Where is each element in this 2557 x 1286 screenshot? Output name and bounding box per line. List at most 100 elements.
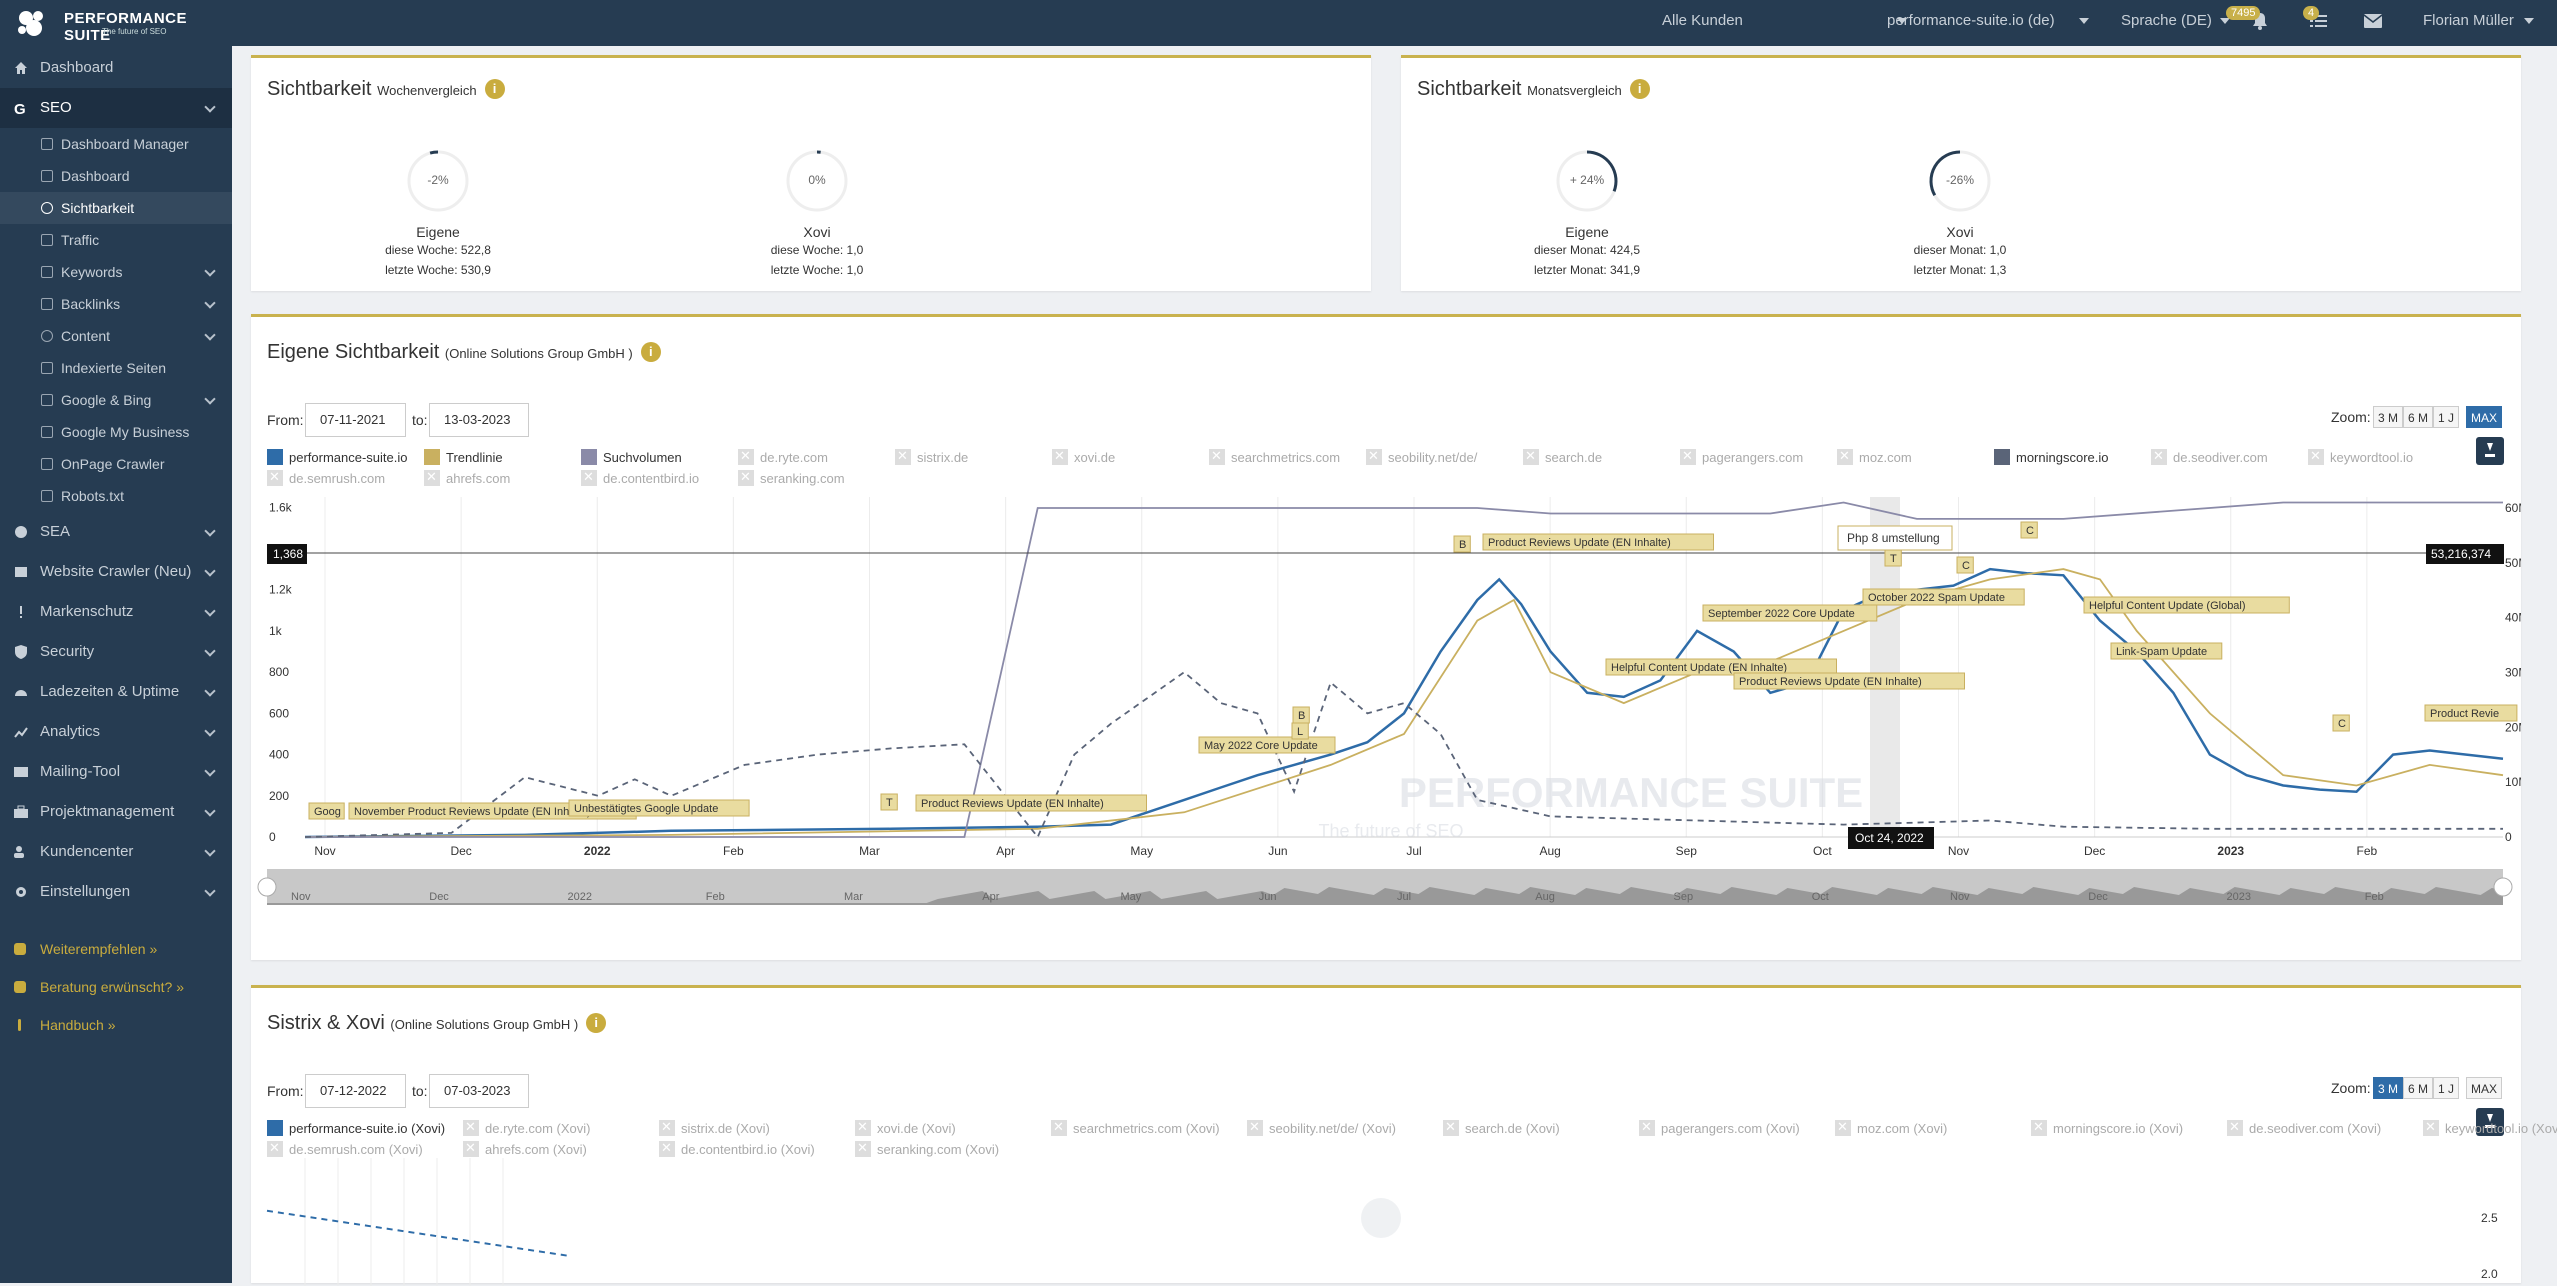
customer-select[interactable]: Alle Kunden xyxy=(1662,12,1908,29)
from-date-input[interactable]: 07-12-2022 xyxy=(305,1074,406,1108)
sidebar-sub-google-my-business[interactable]: Google My Business xyxy=(0,416,232,448)
sidebar-link-weiterempfehlen[interactable]: Weiterempfehlen » xyxy=(0,930,232,968)
legend-item[interactable]: ahrefs.com xyxy=(424,469,510,486)
legend-item[interactable]: search.de (Xovi) xyxy=(1443,1119,1560,1136)
zoom-6m-button[interactable]: 6 M xyxy=(2403,406,2434,428)
zoom-1j-button[interactable]: 1 J xyxy=(2433,1077,2460,1099)
legend-item[interactable]: xovi.de (Xovi) xyxy=(855,1119,956,1136)
zoom-max-button[interactable]: MAX xyxy=(2466,406,2503,428)
zoom-3m-button[interactable]: 3 M xyxy=(2373,1077,2404,1099)
sidebar-item-label: Einstellungen xyxy=(40,883,131,900)
sidebar-item-seo[interactable]: G SEO xyxy=(0,88,232,128)
annotation-label: L xyxy=(1297,726,1303,738)
sistrix-xovi-chart[interactable]: 2.5 2.0 xyxy=(251,1158,2521,1286)
download-icon[interactable] xyxy=(2476,1108,2504,1136)
visibility-chart[interactable]: Nov Dec 2022 Feb Mar Apr May Jun Jul Aug Sep Oct Nov… xyxy=(251,487,2521,927)
legend-item[interactable]: de.seodiver.com (Xovi) xyxy=(2227,1119,2381,1136)
legend-label: de.contentbird.io (Xovi) xyxy=(681,1142,815,1157)
legend-item[interactable]: sistrix.de xyxy=(895,448,968,465)
legend-item[interactable]: search.de xyxy=(1523,448,1602,465)
legend-item[interactable]: pagerangers.com (Xovi) xyxy=(1639,1119,1800,1136)
to-date-input[interactable]: 07-03-2023 xyxy=(429,1074,529,1108)
app-logo[interactable]: PERFORMANCE SUITE The future of SEO xyxy=(16,6,226,44)
legend-item[interactable]: searchmetrics.com xyxy=(1209,448,1340,465)
sidebar-sub-keywords[interactable]: Keywords xyxy=(0,256,232,288)
y-left-tick-label: 1.6k xyxy=(269,500,293,514)
legend-item[interactable]: moz.com (Xovi) xyxy=(1835,1119,1947,1136)
legend-item[interactable]: pagerangers.com xyxy=(1680,448,1803,465)
sidebar-item-website-crawler[interactable]: Website Crawler (Neu) xyxy=(0,552,232,592)
zoom-max-button[interactable]: MAX xyxy=(2466,1077,2503,1099)
x-tick-label: Feb xyxy=(2357,844,2378,858)
legend-item[interactable]: de.semrush.com xyxy=(267,469,385,486)
sidebar-sub-content[interactable]: Content xyxy=(0,320,232,352)
legend-item[interactable]: keywordtool.io (Xovi) xyxy=(2423,1119,2557,1136)
navigator-handle-left xyxy=(257,877,277,897)
sidebar-sub-dashboard-manager[interactable]: Dashboard Manager xyxy=(0,128,232,160)
sidebar-item-kundencenter[interactable]: Kundencenter xyxy=(0,832,232,872)
info-icon[interactable]: i xyxy=(640,342,661,362)
legend-item[interactable]: de.seodiver.com xyxy=(2151,448,2268,465)
legend-item[interactable]: seobility.net/de/ (Xovi) xyxy=(1247,1119,1396,1136)
sidebar-item-einstellungen[interactable]: Einstellungen xyxy=(0,872,232,912)
zoom-1j-button[interactable]: 1 J xyxy=(2433,406,2460,428)
legend-item[interactable]: Trendlinie xyxy=(424,449,503,465)
sidebar-item-markenschutz[interactable]: Markenschutz xyxy=(0,592,232,632)
user-menu[interactable]: Florian Müller xyxy=(2423,12,2535,29)
legend-item[interactable]: morningscore.io xyxy=(1994,449,2109,465)
legend-item[interactable]: de.ryte.com (Xovi) xyxy=(463,1119,590,1136)
eye-icon xyxy=(41,202,53,214)
legend-item[interactable]: de.semrush.com (Xovi) xyxy=(267,1140,423,1157)
legend-item[interactable]: ahrefs.com (Xovi) xyxy=(463,1140,587,1157)
sidebar-sub-onpage-crawler[interactable]: OnPage Crawler xyxy=(0,448,232,480)
legend-item[interactable]: xovi.de xyxy=(1052,448,1115,465)
legend-item[interactable]: de.ryte.com xyxy=(738,448,828,465)
zoom-6m-button[interactable]: 6 M xyxy=(2403,1077,2434,1099)
sidebar-item-mailing-tool[interactable]: Mailing-Tool xyxy=(0,752,232,792)
sidebar-item-security[interactable]: Security xyxy=(0,632,232,672)
legend-item[interactable]: Suchvolumen xyxy=(581,449,682,465)
from-date-input[interactable]: 07-11-2021 xyxy=(305,403,406,437)
sidebar-item-projektmanagement[interactable]: Projektmanagement xyxy=(0,792,232,832)
legend-item[interactable]: seranking.com (Xovi) xyxy=(855,1140,999,1157)
language-select[interactable]: Sprache (DE) xyxy=(2121,12,2231,29)
sidebar-sub-robots-txt[interactable]: Robots.txt xyxy=(0,480,232,512)
zoom-3m-button[interactable]: 3 M xyxy=(2373,406,2404,428)
mail-icon[interactable] xyxy=(2364,14,2382,28)
domain-select[interactable]: performance-suite.io (de) xyxy=(1887,12,2089,29)
sidebar-item-sea[interactable]: SEA xyxy=(0,512,232,552)
sidebar-link-beratung[interactable]: Beratung erwünscht? » xyxy=(0,968,232,1006)
legend-item[interactable]: seranking.com xyxy=(738,469,845,486)
sidebar-sub-google-bing[interactable]: Google & Bing xyxy=(0,384,232,416)
sidebar: Dashboard G SEO Dashboard Manager Dashbo… xyxy=(0,46,232,1283)
legend-item[interactable]: morningscore.io (Xovi) xyxy=(2031,1119,2183,1136)
legend-item[interactable]: seobility.net/de/ xyxy=(1366,448,1477,465)
sidebar-sub-label: Google My Business xyxy=(61,424,190,440)
sidebar-sub-traffic[interactable]: Traffic xyxy=(0,224,232,256)
to-date-input[interactable]: 13-03-2023 xyxy=(429,403,529,437)
info-icon[interactable]: i xyxy=(1629,79,1650,99)
legend-item[interactable]: searchmetrics.com (Xovi) xyxy=(1051,1119,1220,1136)
x-tick-label: Nov xyxy=(314,844,335,858)
legend-item[interactable]: de.contentbird.io (Xovi) xyxy=(659,1140,815,1157)
legend-item[interactable]: performance-suite.io xyxy=(267,449,408,465)
notification-badge: 7495 xyxy=(2226,6,2261,20)
sidebar-sub-indexierte-seiten[interactable]: Indexierte Seiten xyxy=(0,352,232,384)
legend-item[interactable]: performance-suite.io (Xovi) xyxy=(267,1120,445,1136)
sidebar-sub-backlinks[interactable]: Backlinks xyxy=(0,288,232,320)
info-icon[interactable]: i xyxy=(484,79,505,99)
legend-item[interactable]: sistrix.de (Xovi) xyxy=(659,1119,770,1136)
sidebar-sub-dashboard[interactable]: Dashboard xyxy=(0,160,232,192)
annotation-flag: T xyxy=(1884,549,1902,567)
legend-item[interactable]: de.contentbird.io xyxy=(581,469,699,486)
legend-item[interactable]: moz.com xyxy=(1837,448,1912,465)
info-icon[interactable]: i xyxy=(586,1013,607,1033)
sidebar-item-label: Website Crawler (Neu) xyxy=(40,563,192,580)
download-icon[interactable] xyxy=(2476,437,2504,465)
legend-item[interactable]: keywordtool.io xyxy=(2308,448,2413,465)
sidebar-item-ladezeiten[interactable]: Ladezeiten & Uptime xyxy=(0,672,232,712)
sidebar-sub-sichtbarkeit[interactable]: Sichtbarkeit xyxy=(0,192,232,224)
sidebar-item-analytics[interactable]: Analytics xyxy=(0,712,232,752)
sidebar-item-dashboard[interactable]: Dashboard xyxy=(0,48,232,88)
sidebar-link-handbuch[interactable]: Handbuch » xyxy=(0,1006,232,1044)
